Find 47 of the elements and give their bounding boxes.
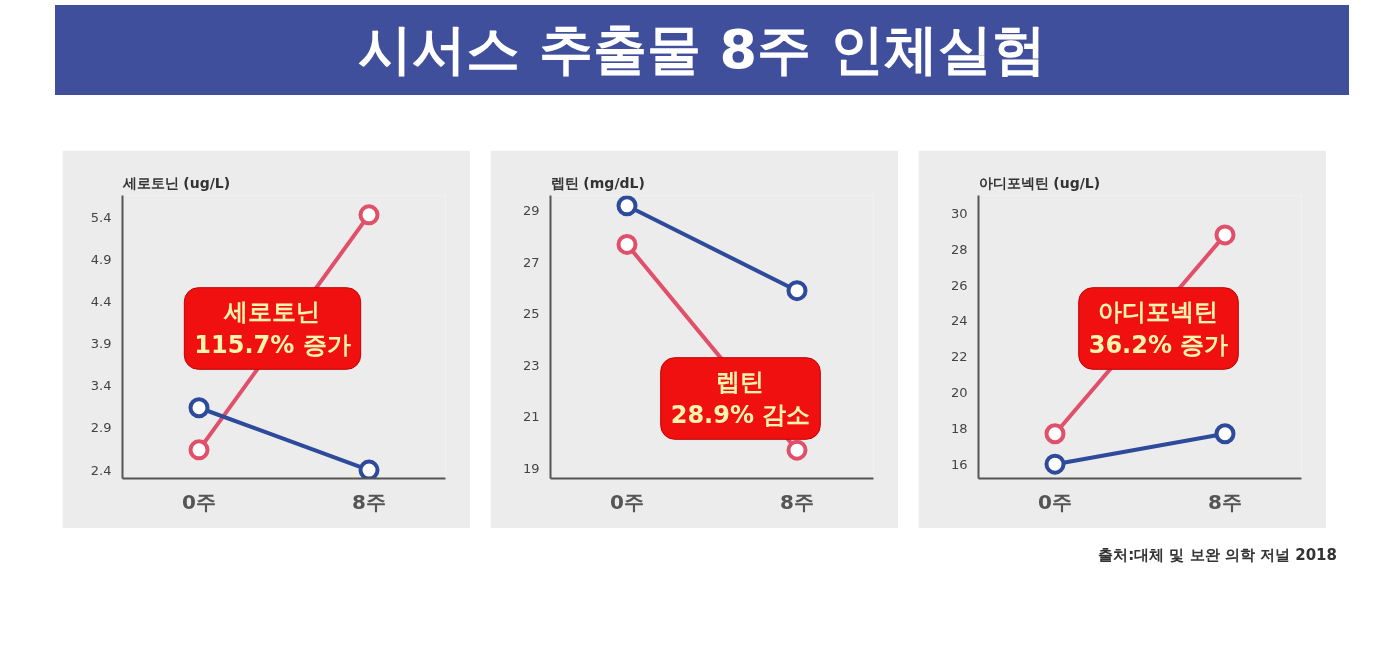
y-tick-label: 22	[950, 349, 968, 365]
y-tick-label: 2.9	[90, 420, 112, 436]
source-note: 출처:대체 및 보완 의학 저널 2018	[1098, 545, 1337, 566]
y-tick-label: 25	[522, 306, 540, 322]
y-tick-label: 5.4	[90, 209, 112, 225]
annotation: 렙틴 28.9% 감소	[670, 367, 811, 430]
point	[786, 280, 808, 302]
point	[1214, 224, 1236, 246]
x-tick-label: 8주	[780, 489, 814, 514]
y-tick-label: 21	[522, 409, 540, 425]
y-tick-label: 4.9	[90, 252, 112, 268]
x-tick-label: 0주	[182, 489, 216, 514]
y-tick-label: 2.4	[90, 462, 112, 478]
x-tick-label: 0주	[610, 489, 644, 514]
annotation: 아디포넥틴 36.2% 증가	[1088, 297, 1229, 360]
point	[358, 459, 380, 479]
point	[1044, 453, 1066, 475]
y-tick-label: 3.9	[90, 336, 112, 352]
point	[188, 439, 210, 461]
point	[616, 195, 638, 217]
y-axis-title: 세로토닌 (ug/L)	[121, 174, 231, 191]
y-tick-label: 30	[950, 205, 968, 221]
y-tick-label: 29	[522, 203, 540, 219]
point	[188, 397, 210, 419]
x-tick-label: 8주	[1208, 489, 1242, 514]
y-axis-title: 아디포넥틴 (ug/L)	[978, 174, 1101, 191]
text: 시서스 추출물 8주 인체실험	[358, 17, 1046, 83]
x-tick-label: 0주	[1038, 489, 1072, 514]
y-tick-label: 27	[522, 254, 540, 270]
y-tick-label: 20	[950, 385, 968, 401]
y-axis-title: 렙틴 (mg/dL)	[550, 174, 645, 191]
y-tick-label: 3.4	[90, 378, 112, 394]
point	[786, 439, 808, 461]
point	[358, 204, 380, 226]
x-tick-label: 8주	[352, 489, 386, 514]
point	[1214, 423, 1236, 445]
y-tick-label: 18	[950, 420, 968, 436]
y-tick-label: 19	[522, 460, 540, 476]
y-tick-label: 26	[950, 277, 968, 293]
point	[1044, 423, 1066, 445]
y-tick-label: 4.4	[90, 294, 112, 310]
y-tick-label: 16	[950, 456, 968, 472]
y-tick-label: 23	[522, 357, 540, 373]
y-tick-label: 24	[950, 313, 968, 329]
annotation: 세로토닌 115.7% 증가	[194, 297, 351, 360]
y-tick-label: 28	[950, 241, 968, 257]
point	[616, 233, 638, 255]
